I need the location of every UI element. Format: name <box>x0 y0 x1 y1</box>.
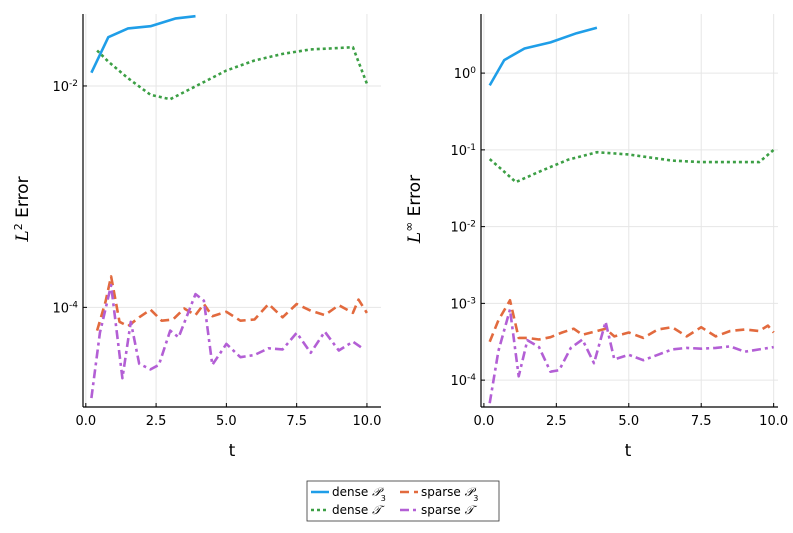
x-tick-label: 10.0 <box>352 414 381 429</box>
series-line-dense-p3 <box>90 14 196 74</box>
y-tick-label: 10-1 <box>450 143 476 159</box>
legend-label-dense-t: dense 𝒯 <box>332 503 385 517</box>
x-tick-label: 2.5 <box>546 414 567 429</box>
x-tick-label: 7.5 <box>286 414 307 429</box>
y-axis-label: L2 Error <box>12 176 34 242</box>
series-line-sparse-t <box>90 283 365 399</box>
legend-label-sparse-t: sparse 𝒯 <box>421 503 478 517</box>
x-tick-label: 10.0 <box>759 414 788 429</box>
series-line-dense-t <box>96 45 369 101</box>
series-line-sparse-t <box>488 308 774 404</box>
x-tick-label: 7.5 <box>691 414 712 429</box>
series-line-sparse-p3 <box>488 298 775 343</box>
y-tick-label: 10-2 <box>52 79 78 95</box>
legend: dense 𝒫3 sparse 𝒫3 dense 𝒯 sparse 𝒯 <box>306 480 500 522</box>
x-axis-label: t <box>625 441 632 461</box>
y-tick-label: 10-4 <box>450 373 476 389</box>
y-tick-label: 100 <box>454 66 477 82</box>
y-tick-label: 10-3 <box>450 296 476 312</box>
y-tick-label: 10-4 <box>52 300 78 316</box>
x-tick-label: 5.0 <box>216 414 237 429</box>
x-tick-label: 5.0 <box>618 414 639 429</box>
legend-frame <box>306 480 500 522</box>
y-axis-label: L∞ Error <box>402 175 425 244</box>
series-line-dense-p3 <box>488 26 598 87</box>
y-tick-label: 10-2 <box>450 220 476 236</box>
series-line-sparse-p3 <box>95 275 368 331</box>
series-line-dense-t <box>488 148 775 184</box>
l2-error-panel: 0.0 2.5 5.0 7.5 10.0 10-4 10-2 t L2 Error <box>12 14 381 461</box>
linf-error-panel: 0.0 2.5 5.0 7.5 10.0 10-4 10-3 10-2 10-1 100 t L∞… <box>402 14 788 461</box>
x-tick-label: 0.0 <box>75 414 96 429</box>
x-tick-label: 0.0 <box>474 414 495 429</box>
x-tick-label: 2.5 <box>146 414 167 429</box>
x-axis-label: t <box>229 441 236 461</box>
